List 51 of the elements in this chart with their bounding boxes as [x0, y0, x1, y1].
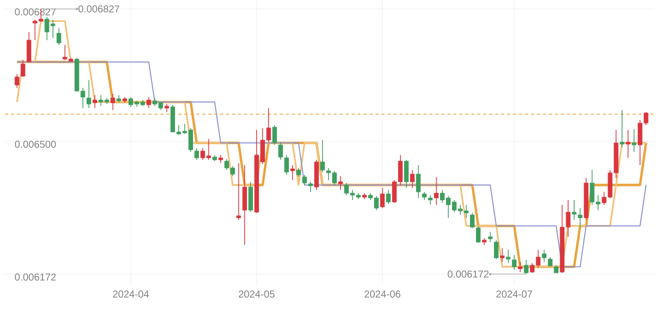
candlestick: [572, 200, 576, 220]
candlestick: [14, 74, 20, 88]
candlestick: [434, 176, 439, 206]
annotation: 0.006827: [78, 5, 120, 12]
candlestick: [476, 225, 481, 244]
y-tick-label: 0.006500: [14, 140, 56, 148]
candlestick: [518, 262, 523, 272]
candlestick: [242, 164, 247, 246]
candlestick: [470, 212, 475, 228]
candlestick: [506, 249, 511, 264]
candlestick: [146, 96, 152, 108]
x-tick-label: 2024-07: [496, 290, 532, 298]
candlestick: [632, 128, 636, 152]
candlestick: [500, 248, 505, 262]
candlestick: [86, 80, 92, 108]
candlestick: [110, 94, 116, 111]
x-tick-label: 2024-05: [238, 290, 275, 298]
candlestick: [512, 254, 517, 270]
candlestick: [302, 174, 307, 186]
candlestick: [620, 110, 624, 148]
candlestick: [524, 260, 528, 274]
x-tick-label: 2024-06: [364, 290, 400, 298]
x-tick-label: 2024-04: [112, 290, 149, 298]
candlestick: [578, 208, 582, 228]
candlestick: [278, 142, 283, 160]
candlestick: [494, 240, 499, 260]
candlestick: [236, 162, 241, 220]
candlestick: [308, 181, 313, 192]
candlestick: [548, 256, 552, 268]
candlestick: [404, 160, 409, 188]
candlestick: [428, 194, 433, 206]
candlestick: [290, 164, 295, 181]
candlestick: [338, 176, 343, 190]
candlestick: [92, 94, 98, 108]
candlestick: [272, 124, 277, 146]
candlestick: [380, 187, 385, 208]
candlestick: [488, 232, 493, 242]
candlestick: [320, 140, 325, 172]
candlestick: [56, 28, 62, 46]
candlestick: [20, 60, 26, 78]
candlestick: [416, 164, 421, 198]
candlestick: [386, 189, 391, 204]
y-tick-label: 0.006172: [14, 274, 56, 281]
candlestick: [410, 170, 415, 188]
candlestick: [542, 249, 546, 262]
candlestick: [194, 148, 199, 160]
candlestick: [248, 181, 253, 213]
candlestick: [284, 154, 289, 176]
annotation: 0.006172: [448, 270, 489, 278]
candlestick: [626, 130, 630, 158]
candlestick: [26, 32, 32, 62]
